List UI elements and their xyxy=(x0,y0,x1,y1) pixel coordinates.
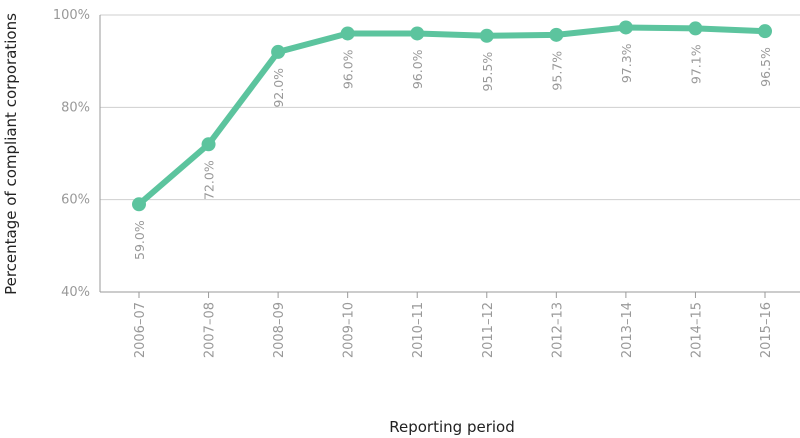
x-tick-labels: 2006–07 2007–08 2008–09 2009–10 2010–11 2011–… xyxy=(133,302,774,358)
axes xyxy=(99,15,800,298)
x-axis-title: Reporting period xyxy=(389,418,514,436)
x-tick-label: 2010–11 xyxy=(411,302,426,358)
data-label: 95.7% xyxy=(549,51,564,91)
x-tick-label: 2007–08 xyxy=(203,302,218,358)
data-label: 96.0% xyxy=(410,49,425,89)
data-point xyxy=(271,44,286,59)
data-label: 97.3% xyxy=(619,43,634,83)
gridlines xyxy=(100,14,800,201)
x-tick-label: 2011–12 xyxy=(481,302,496,358)
x-tick-label: 2006–07 xyxy=(133,302,148,358)
x-tick-label: 2013–14 xyxy=(620,302,635,358)
data-point xyxy=(201,137,216,152)
x-tick-label: 2008–09 xyxy=(272,302,287,358)
data-label: 95.5% xyxy=(480,52,495,92)
y-tick-label: 80% xyxy=(61,100,90,115)
data-label: 92.0% xyxy=(271,68,286,108)
y-tick-label: 100% xyxy=(53,8,90,23)
x-tick-label: 2015–16 xyxy=(759,302,774,358)
series-compliance xyxy=(132,20,772,212)
data-label: 96.0% xyxy=(341,49,356,89)
data-point xyxy=(758,24,772,39)
y-tick-labels: 40% 60% 80% 100% xyxy=(53,8,90,300)
data-label: 72.0% xyxy=(202,160,217,200)
data-point xyxy=(340,26,355,41)
x-tick-label: 2009–10 xyxy=(342,302,357,358)
data-point xyxy=(132,197,146,212)
x-tick-label: 2012–13 xyxy=(550,302,565,358)
data-point xyxy=(549,27,564,42)
data-point xyxy=(410,26,425,41)
data-labels: 59.0% 72.0% 92.0% 96.0% 96.0% 95.5% 95.7% 97.3%… xyxy=(132,43,773,260)
data-label: 59.0% xyxy=(132,220,147,260)
data-point xyxy=(479,28,494,43)
series-line xyxy=(136,24,768,208)
data-point xyxy=(688,21,703,36)
data-label: 97.1% xyxy=(688,44,703,84)
y-axis-title: Percentage of compliant corporations xyxy=(2,13,20,295)
x-tick-label: 2014–15 xyxy=(689,302,704,358)
y-tick-label: 60% xyxy=(61,193,90,208)
data-label: 96.5% xyxy=(758,47,773,87)
data-point xyxy=(618,20,633,35)
y-tick-label: 40% xyxy=(61,285,90,300)
